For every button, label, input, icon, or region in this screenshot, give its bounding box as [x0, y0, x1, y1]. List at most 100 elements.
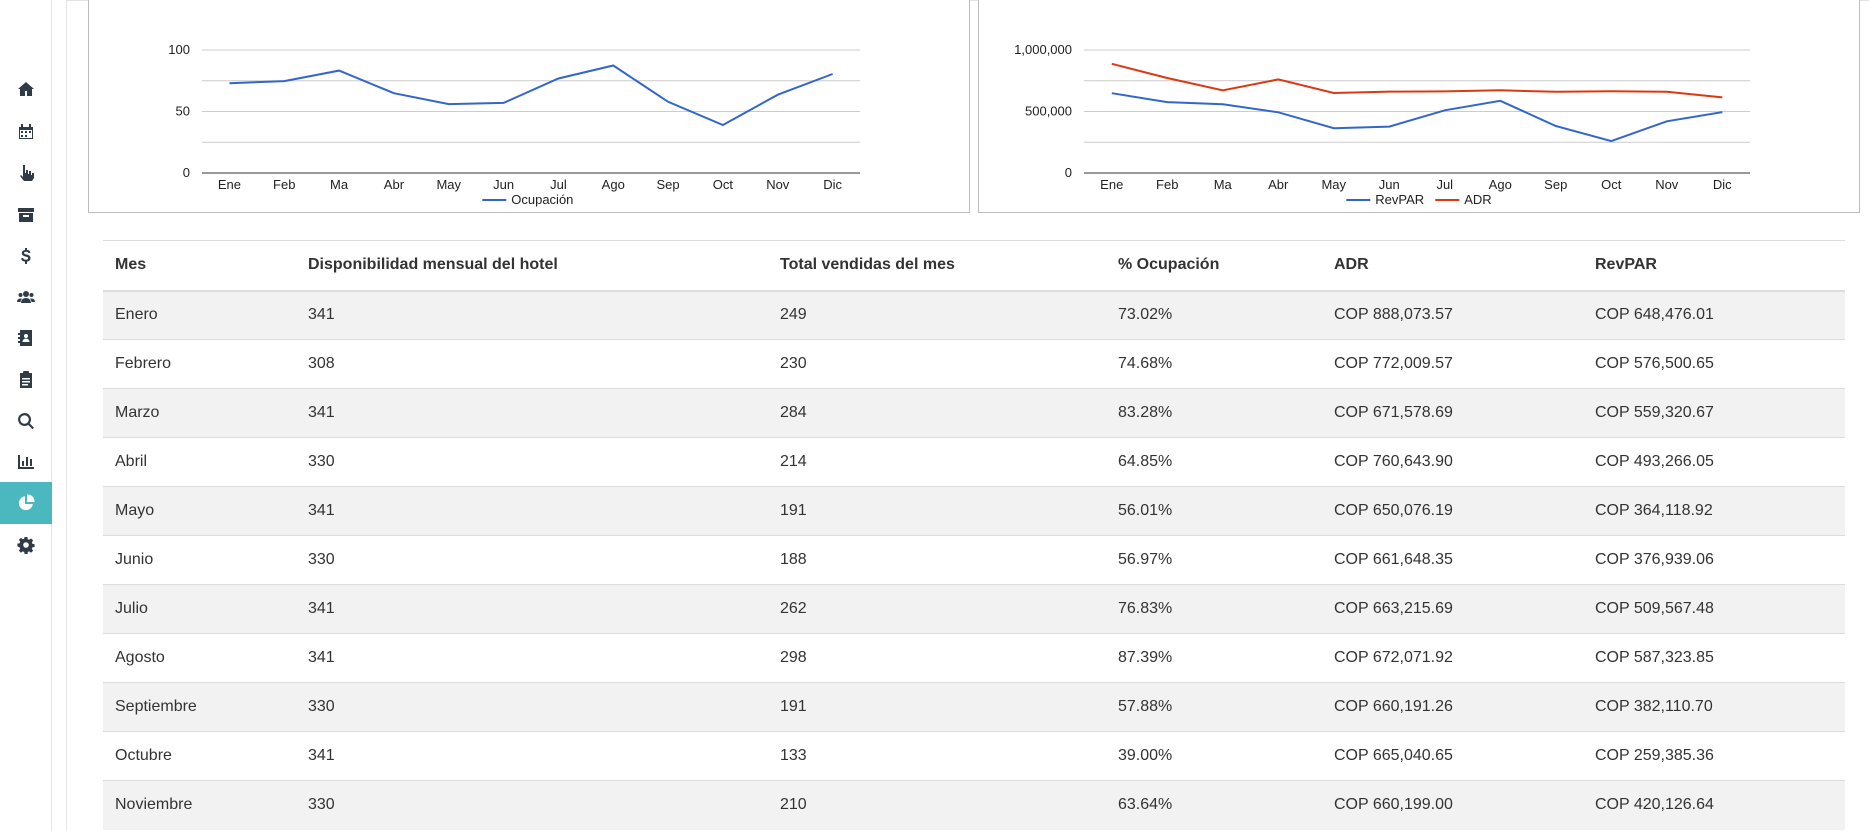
column-header[interactable]: Mes [103, 240, 296, 292]
table-cell: Noviembre [103, 780, 296, 830]
pointer-icon [20, 165, 34, 181]
x-tick-label: Ene [218, 177, 241, 192]
column-header[interactable]: ADR [1322, 240, 1583, 292]
table-cell: Enero [103, 290, 296, 340]
table-row: Noviembre 330 210 63.64% COP 660,199.00 COP 4… [103, 780, 1845, 830]
x-tick-label: May [1321, 177, 1346, 192]
table-cell: 284 [768, 388, 1106, 438]
column-header[interactable]: Total vendidas del mes [768, 240, 1106, 292]
table-cell: 330 [296, 437, 768, 487]
table-cell: 133 [768, 731, 1106, 781]
sidebar-item-contact-book[interactable] [0, 317, 52, 359]
table-cell: 191 [768, 486, 1106, 536]
table-cell: COP 493,266.05 [1583, 437, 1845, 487]
table-cell: COP 259,385.36 [1583, 731, 1845, 781]
x-tick-label: Jul [550, 177, 567, 192]
table-cell: 210 [768, 780, 1106, 830]
table-row: Mayo 341 191 56.01% COP 650,076.19 COP 364,11… [103, 486, 1845, 536]
sidebar-item-clipboard[interactable] [0, 358, 52, 400]
table-header-row: Mes Disponibilidad mensual del hotel Total… [103, 240, 1845, 292]
sidebar-item-pie-chart[interactable] [0, 482, 52, 524]
table-cell: 341 [296, 584, 768, 634]
occupancy-chart: 0 50 100 Ene Feb Ma Abr May Jun Jul Ago Sep Oct Nov Di… [88, 0, 970, 213]
legend-label: RevPAR [1375, 192, 1424, 207]
x-tick-label: Sep [657, 177, 680, 192]
table-cell: COP 663,215.69 [1322, 584, 1583, 634]
column-header[interactable]: % Ocupación [1106, 240, 1322, 292]
table-cell: COP 660,199.00 [1322, 780, 1583, 830]
sidebar [0, 0, 52, 831]
x-tick-label: Ago [602, 177, 625, 192]
x-tick-label: Jun [1379, 177, 1400, 192]
bar-chart-icon [18, 455, 34, 469]
sidebar-item-search[interactable] [0, 400, 52, 442]
table-cell: COP 888,073.57 [1322, 290, 1583, 340]
sidebar-item-dollar[interactable] [0, 235, 52, 277]
table-cell: COP 364,118.92 [1583, 486, 1845, 536]
gear-icon [17, 537, 35, 554]
x-tick-label: Ma [330, 177, 349, 192]
table-row: Abril 330 214 64.85% COP 760,643.90 COP 493,2… [103, 437, 1845, 487]
column-header[interactable]: Disponibilidad mensual del hotel [296, 240, 768, 292]
x-tick-label: Jul [1436, 177, 1453, 192]
x-tick-label: Ago [1489, 177, 1512, 192]
legend-label: Ocupación [511, 192, 573, 207]
sidebar-item-gear[interactable] [0, 524, 52, 566]
table-cell: 341 [296, 388, 768, 438]
clipboard-icon [20, 371, 32, 388]
sidebar-item-users[interactable] [0, 276, 52, 318]
table-cell: 57.88% [1106, 682, 1322, 732]
table-cell: 214 [768, 437, 1106, 487]
x-tick-label: Abr [1268, 177, 1289, 192]
series-line-revpar [1111, 92, 1723, 143]
column-header[interactable]: RevPAR [1583, 240, 1845, 292]
table-cell: 76.83% [1106, 584, 1322, 634]
table-cell: COP 382,110.70 [1583, 682, 1845, 732]
x-tick-label: Feb [273, 177, 295, 192]
table-cell: COP 661,648.35 [1322, 535, 1583, 585]
dollar-icon [21, 248, 31, 264]
sidebar-item-calendar[interactable] [0, 111, 52, 153]
adr-revpar-chart-svg: 0 500,000 1,000,000 Ene Feb Ma Abr May Jun Jul Ago… [1014, 42, 1750, 207]
content-divider [66, 0, 67, 831]
table-cell: COP 420,126.64 [1583, 780, 1845, 830]
y-tick-label: 1,000,000 [1014, 42, 1072, 57]
table-cell: COP 376,939.06 [1583, 535, 1845, 585]
users-icon [17, 291, 35, 303]
table-cell: 341 [296, 290, 768, 340]
table-cell: COP 672,071.92 [1322, 633, 1583, 683]
table-cell: 308 [296, 339, 768, 389]
table-cell: COP 665,040.65 [1322, 731, 1583, 781]
table-cell: Abril [103, 437, 296, 487]
table-cell: 330 [296, 682, 768, 732]
x-tick-label: Abr [384, 177, 405, 192]
search-icon [18, 413, 34, 430]
sidebar-item-pointer[interactable] [0, 152, 52, 194]
table-cell: Agosto [103, 633, 296, 683]
legend-label: ADR [1464, 192, 1491, 207]
table-row: Julio 341 262 76.83% COP 663,215.69 COP 509,5… [103, 584, 1845, 634]
adr-revpar-chart: 0 500,000 1,000,000 Ene Feb Ma Abr May Jun Jul Ago… [978, 0, 1860, 213]
table-cell: Julio [103, 584, 296, 634]
x-tick-label: Ma [1214, 177, 1233, 192]
table-cell: 87.39% [1106, 633, 1322, 683]
table-row: Enero 341 249 73.02% COP 888,073.57 COP 648,4… [103, 290, 1845, 340]
table-cell: 188 [768, 535, 1106, 585]
table-cell: Mayo [103, 486, 296, 536]
contact-book-icon [18, 330, 32, 346]
sidebar-item-bar-chart[interactable] [0, 441, 52, 483]
sidebar-item-home[interactable] [0, 68, 52, 110]
x-tick-label: Jun [493, 177, 514, 192]
table-cell: 330 [296, 535, 768, 585]
x-tick-label: Oct [1601, 177, 1622, 192]
y-tick-label: 0 [183, 165, 190, 180]
x-tick-label: Dic [823, 177, 842, 192]
sidebar-item-archive[interactable] [0, 194, 52, 236]
x-tick-label: Oct [713, 177, 734, 192]
table-cell: COP 509,567.48 [1583, 584, 1845, 634]
table-cell: 298 [768, 633, 1106, 683]
table-cell: 74.68% [1106, 339, 1322, 389]
table-cell: 73.02% [1106, 290, 1322, 340]
archive-icon [18, 208, 34, 222]
series-line-ocupación [229, 64, 833, 127]
